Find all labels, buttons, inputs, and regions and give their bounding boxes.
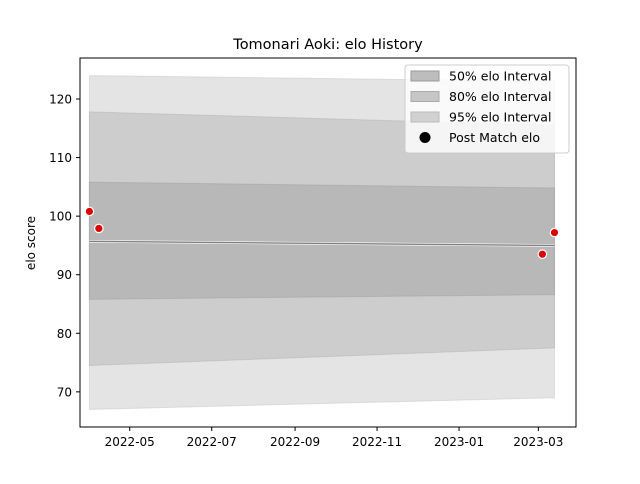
post-match-point-3 [549,227,560,238]
y-tick-label-3: 100 [49,210,72,224]
x-tick-label-2: 2022-09 [270,435,320,449]
legend-swatch-0 [410,70,440,82]
y-tick-label-2: 90 [57,268,72,282]
band-2 [88,181,555,300]
x-tick-label-1: 2022-07 [187,435,237,449]
x-axis: 2022-05 2022-07 2022-09 2022-11 2023-01 2023-… [105,427,563,449]
y-tick-label-1: 80 [57,327,72,341]
y-tick-label-0: 70 [57,385,72,399]
y-tick-label-5: 120 [49,93,72,107]
chart-title: Tomonari Aoki: elo History [232,37,423,53]
legend-marker-3 [419,132,431,143]
mean-line-layer [89,240,555,247]
legend-label-2: 95% elo Interval [449,110,551,125]
legend-label-1: 80% elo Interval [449,89,551,104]
x-tick-label-5: 2023-03 [513,435,563,449]
x-tick-label-0: 2022-05 [105,435,155,449]
legend-label-0: 50% elo Interval [449,69,551,84]
post-match-point-2 [537,249,548,260]
x-tick-label-4: 2023-01 [434,435,484,449]
y-tick-label-4: 110 [49,151,72,165]
y-axis: 70 80 90 100 110 120 [49,93,80,399]
legend: 50% elo Interval 80% elo Interval 95% elo … [404,64,570,154]
plot-frame [79,57,577,428]
legend-box [404,64,570,154]
post-match-points [84,206,560,260]
y-axis-label: elo score [24,216,38,270]
legend-label-3: Post Match elo [449,130,540,145]
mean-line [89,240,555,247]
legend-swatch-2 [410,111,440,123]
post-match-point-0 [84,206,95,217]
post-match-point-1 [94,223,104,234]
x-tick-label-3: 2022-11 [352,435,402,449]
band-1 [88,111,555,367]
legend-swatch-1 [410,91,440,102]
